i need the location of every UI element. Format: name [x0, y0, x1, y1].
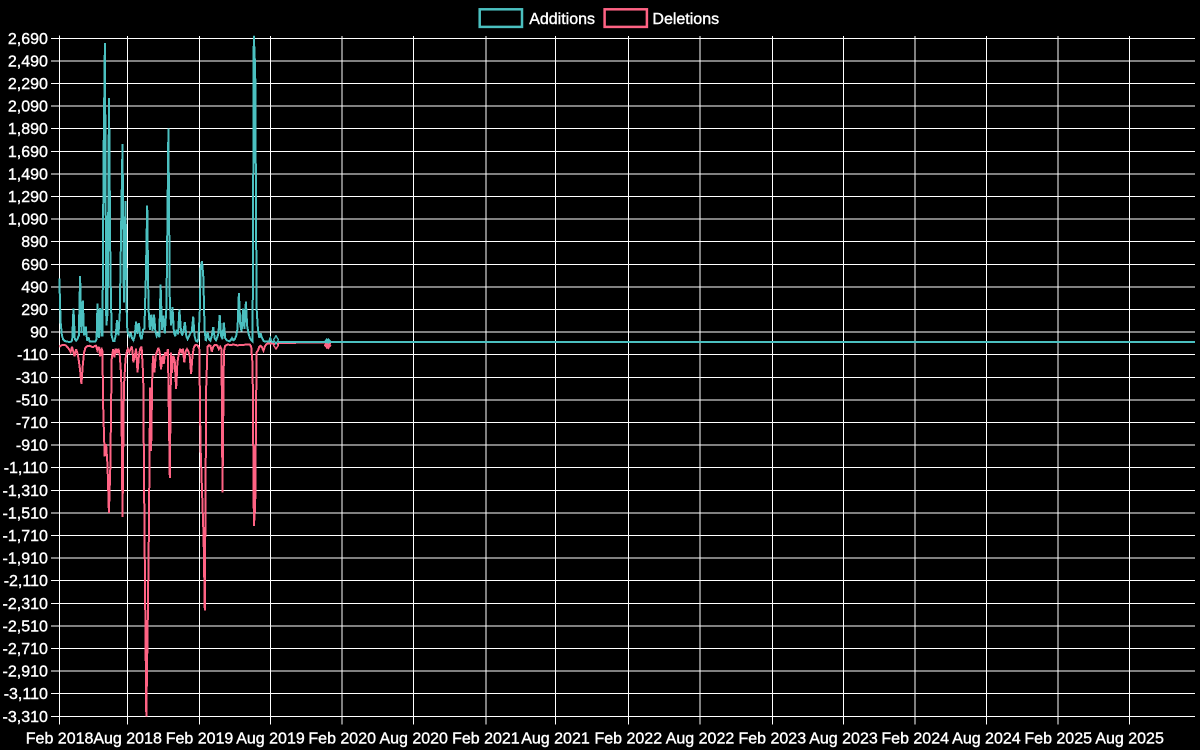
svg-text:Aug 2021: Aug 2021: [521, 731, 590, 748]
svg-text:Aug 2019: Aug 2019: [236, 731, 305, 748]
svg-text:-1,710: -1,710: [3, 528, 48, 545]
svg-text:-2,310: -2,310: [3, 596, 48, 613]
svg-text:Feb 2022: Feb 2022: [594, 731, 662, 748]
svg-text:-2,710: -2,710: [3, 641, 48, 658]
svg-text:Feb 2019: Feb 2019: [166, 731, 234, 748]
svg-text:2,090: 2,090: [8, 99, 48, 116]
svg-text:Deletions: Deletions: [652, 11, 719, 28]
svg-text:Feb 2018: Feb 2018: [26, 731, 94, 748]
svg-text:-1,510: -1,510: [3, 505, 48, 522]
svg-text:-1,310: -1,310: [3, 483, 48, 500]
svg-text:-110: -110: [17, 347, 48, 364]
svg-text:2,690: 2,690: [8, 31, 48, 48]
svg-text:Aug 2018: Aug 2018: [93, 731, 162, 748]
svg-text:1,490: 1,490: [8, 166, 48, 183]
svg-text:1,890: 1,890: [8, 121, 48, 138]
svg-text:2,490: 2,490: [8, 53, 48, 70]
svg-text:-3,310: -3,310: [3, 709, 48, 726]
svg-text:Feb 2020: Feb 2020: [308, 731, 376, 748]
svg-text:Additions: Additions: [529, 11, 595, 28]
svg-text:-1,910: -1,910: [3, 551, 48, 568]
svg-text:Feb 2024: Feb 2024: [881, 731, 949, 748]
svg-text:-3,110: -3,110: [4, 686, 48, 703]
svg-text:490: 490: [21, 279, 48, 296]
svg-text:90: 90: [30, 325, 48, 342]
svg-text:-1,110: -1,110: [4, 460, 48, 477]
svg-text:-510: -510: [16, 392, 48, 409]
svg-text:1,690: 1,690: [8, 144, 48, 161]
svg-text:-2,110: -2,110: [4, 573, 48, 590]
svg-text:-2,910: -2,910: [3, 664, 48, 681]
svg-text:-910: -910: [16, 438, 48, 455]
svg-text:290: 290: [21, 302, 48, 319]
svg-text:-310: -310: [16, 370, 48, 387]
svg-text:-2,510: -2,510: [3, 618, 48, 635]
svg-text:Aug 2020: Aug 2020: [379, 731, 448, 748]
svg-text:1,090: 1,090: [8, 212, 48, 229]
svg-text:Aug 2023: Aug 2023: [809, 731, 878, 748]
svg-text:2,290: 2,290: [8, 76, 48, 93]
svg-text:Aug 2022: Aug 2022: [666, 731, 735, 748]
svg-text:-710: -710: [16, 415, 48, 432]
svg-text:Aug 2024: Aug 2024: [952, 731, 1021, 748]
svg-text:Feb 2023: Feb 2023: [738, 731, 806, 748]
svg-text:Aug 2025: Aug 2025: [1095, 731, 1164, 748]
svg-text:1,290: 1,290: [8, 189, 48, 206]
svg-text:Feb 2025: Feb 2025: [1024, 731, 1092, 748]
svg-text:890: 890: [21, 234, 48, 251]
svg-text:Feb 2021: Feb 2021: [452, 731, 520, 748]
svg-text:690: 690: [21, 257, 48, 274]
